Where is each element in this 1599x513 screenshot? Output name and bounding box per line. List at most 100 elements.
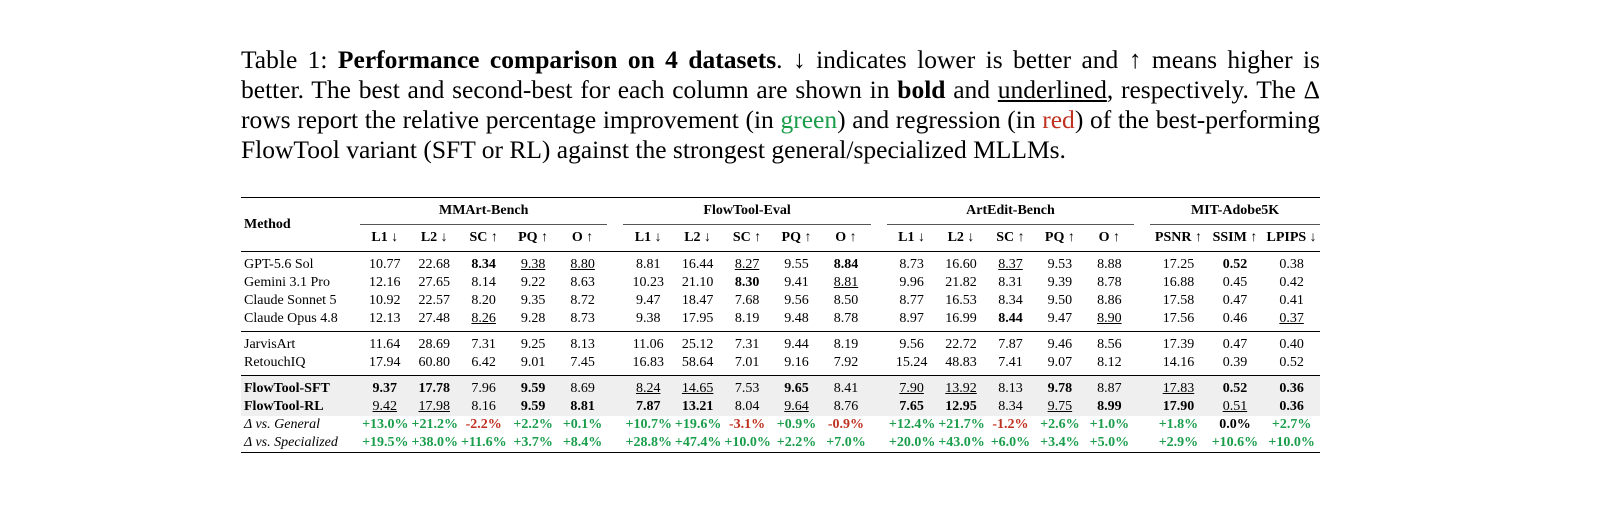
value-cell: 17.56 bbox=[1150, 310, 1207, 332]
value-cell: 8.24 bbox=[623, 375, 673, 398]
spacer bbox=[871, 416, 887, 434]
value-cell: +28.8% bbox=[623, 434, 673, 453]
column-header: LPIPS ↓ bbox=[1263, 224, 1320, 252]
value-cell: 9.78 bbox=[1035, 375, 1085, 398]
spacer bbox=[870, 310, 887, 332]
value-cell: 0.52 bbox=[1206, 375, 1264, 398]
spacer bbox=[871, 292, 887, 310]
value-cell: +21.7% bbox=[938, 417, 985, 432]
value-cell: 7.68 bbox=[734, 293, 760, 308]
value-cell: 0.42 bbox=[1279, 275, 1304, 290]
value-cell: 13.92 bbox=[936, 375, 986, 398]
value-cell: +2.9% bbox=[1150, 434, 1207, 453]
value-cell: +2.6% bbox=[1040, 417, 1080, 432]
value-cell: 0.39 bbox=[1206, 354, 1264, 376]
spacer bbox=[607, 354, 624, 376]
column-header: PQ ↑ bbox=[1035, 224, 1085, 252]
value-cell: 7.31 bbox=[471, 337, 496, 352]
value-cell: 9.46 bbox=[1047, 337, 1073, 352]
method-cell: Δ vs. Specialized bbox=[241, 434, 361, 453]
value-cell: 17.98 bbox=[409, 398, 459, 416]
value-cell: 9.38 bbox=[623, 310, 673, 332]
value-cell: 9.35 bbox=[520, 293, 546, 308]
value-cell: 13.21 bbox=[672, 398, 723, 416]
spacer bbox=[1134, 398, 1151, 416]
value-cell: 9.64 bbox=[771, 398, 822, 416]
column-header: SC ↑ bbox=[985, 224, 1036, 252]
value-cell: 7.65 bbox=[886, 398, 937, 416]
value-cell: 17.90 bbox=[1150, 398, 1207, 416]
value-cell: 8.34 bbox=[998, 293, 1023, 308]
caption-segment: red bbox=[1042, 105, 1075, 134]
value-cell: 9.47 bbox=[1035, 310, 1085, 332]
table-row: Claude Opus 4.8 12.13 27.48 8.26 9.28 8.73 9.3… bbox=[241, 310, 1320, 332]
value-cell: 11.64 bbox=[369, 337, 401, 352]
value-cell: 9.42 bbox=[360, 398, 410, 416]
value-cell: 8.72 bbox=[570, 293, 595, 308]
value-cell: 8.12 bbox=[1084, 354, 1135, 376]
value-cell: +38.0% bbox=[409, 434, 459, 453]
value-cell: 0.45 bbox=[1222, 275, 1248, 290]
spacer bbox=[870, 354, 887, 376]
spacer bbox=[870, 434, 887, 453]
value-cell: 9.56 bbox=[784, 293, 809, 308]
column-header: PQ ↑ bbox=[508, 224, 558, 252]
caption-segment: underlined bbox=[997, 75, 1107, 104]
value-cell: 9.65 bbox=[771, 375, 822, 398]
spacer bbox=[1134, 197, 1151, 225]
table-row: FlowTool-SFT 9.37 17.78 7.96 9.59 8.69 8.24 14.… bbox=[241, 375, 1320, 398]
value-cell: 17.78 bbox=[409, 375, 459, 398]
value-cell: 28.69 bbox=[418, 337, 450, 352]
group-header: ArtEdit-Bench bbox=[886, 197, 1135, 225]
value-cell: 8.41 bbox=[821, 375, 871, 398]
spacer bbox=[607, 252, 623, 275]
spacer bbox=[1134, 434, 1151, 453]
method-cell: Claude Sonnet 5 bbox=[244, 293, 337, 308]
value-cell: 22.72 bbox=[945, 337, 977, 352]
column-header: L1 ↓ bbox=[623, 224, 673, 252]
value-cell: +2.2% bbox=[771, 434, 822, 453]
value-cell: 15.24 bbox=[886, 354, 937, 376]
value-cell: 8.37 bbox=[998, 257, 1023, 272]
value-cell: 9.50 bbox=[1047, 293, 1073, 308]
spacer bbox=[607, 375, 624, 398]
caption-segment: Table 1: bbox=[241, 45, 338, 74]
value-cell: +0.1% bbox=[562, 417, 603, 432]
value-cell: +5.0% bbox=[1084, 434, 1135, 453]
value-cell: 8.13 bbox=[570, 337, 595, 352]
value-cell: 8.19 bbox=[833, 337, 859, 352]
spacer bbox=[871, 332, 887, 355]
value-cell: +1.0% bbox=[1089, 417, 1130, 432]
value-cell: 8.34 bbox=[471, 257, 496, 272]
value-cell: 25.12 bbox=[681, 337, 714, 352]
value-cell: 7.87 bbox=[623, 398, 673, 416]
value-cell: 16.88 bbox=[1162, 275, 1195, 290]
value-cell: 8.63 bbox=[570, 275, 595, 290]
value-cell: 0.52 bbox=[1222, 257, 1248, 272]
value-cell: 17.58 bbox=[1162, 293, 1195, 308]
value-cell: -2.2% bbox=[465, 417, 502, 432]
method-cell: Δ vs. General bbox=[244, 417, 321, 432]
value-cell: 7.90 bbox=[886, 375, 937, 398]
value-cell: 9.38 bbox=[520, 257, 546, 272]
value-cell: +11.6% bbox=[458, 434, 509, 453]
value-cell: 14.65 bbox=[672, 375, 723, 398]
value-cell: 0.0% bbox=[1219, 417, 1251, 432]
value-cell: 8.80 bbox=[570, 257, 595, 272]
value-cell: 27.65 bbox=[418, 275, 450, 290]
value-cell: 8.81 bbox=[635, 257, 661, 272]
group-header: FlowTool-Eval bbox=[623, 197, 871, 225]
column-header: L2 ↓ bbox=[409, 224, 459, 252]
caption-segment: . ↓ indicates lower is better and ↑ mean… bbox=[241, 45, 1320, 104]
value-cell: 0.41 bbox=[1279, 293, 1304, 308]
value-cell: 58.64 bbox=[672, 354, 723, 376]
value-cell: 14.16 bbox=[1150, 354, 1207, 376]
value-cell: -1.2% bbox=[992, 417, 1029, 432]
value-cell: +19.6% bbox=[674, 417, 722, 432]
value-cell: 16.53 bbox=[945, 293, 977, 308]
value-cell: 9.16 bbox=[771, 354, 822, 376]
value-cell: 12.13 bbox=[360, 310, 410, 332]
spacer bbox=[607, 274, 623, 292]
column-header: O ↑ bbox=[1084, 224, 1135, 252]
value-cell: -3.1% bbox=[728, 417, 766, 432]
